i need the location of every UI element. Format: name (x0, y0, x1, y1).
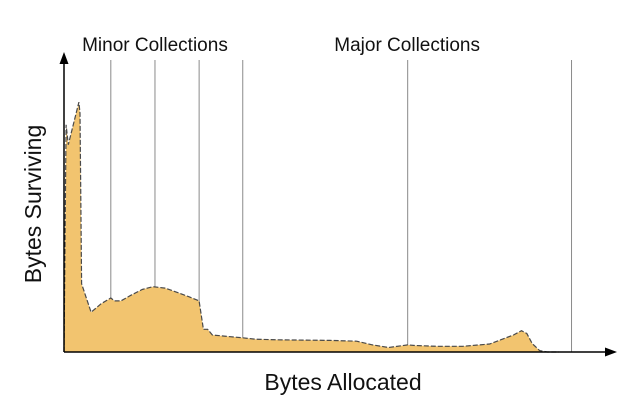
bytes-surviving-area (64, 102, 559, 352)
x-axis-arrow (605, 347, 617, 357)
major-collections-label: Major Collections (334, 35, 480, 56)
group-labels: Minor Collections Major Collections (82, 35, 480, 56)
y-axis-label: Bytes Surviving (20, 125, 46, 284)
minor-collections-label: Minor Collections (82, 35, 228, 56)
x-axis-label: Bytes Allocated (264, 369, 421, 395)
y-axis-arrow (59, 52, 69, 64)
area-layer (63, 101, 559, 353)
bytes-surviving-line (63, 101, 559, 353)
